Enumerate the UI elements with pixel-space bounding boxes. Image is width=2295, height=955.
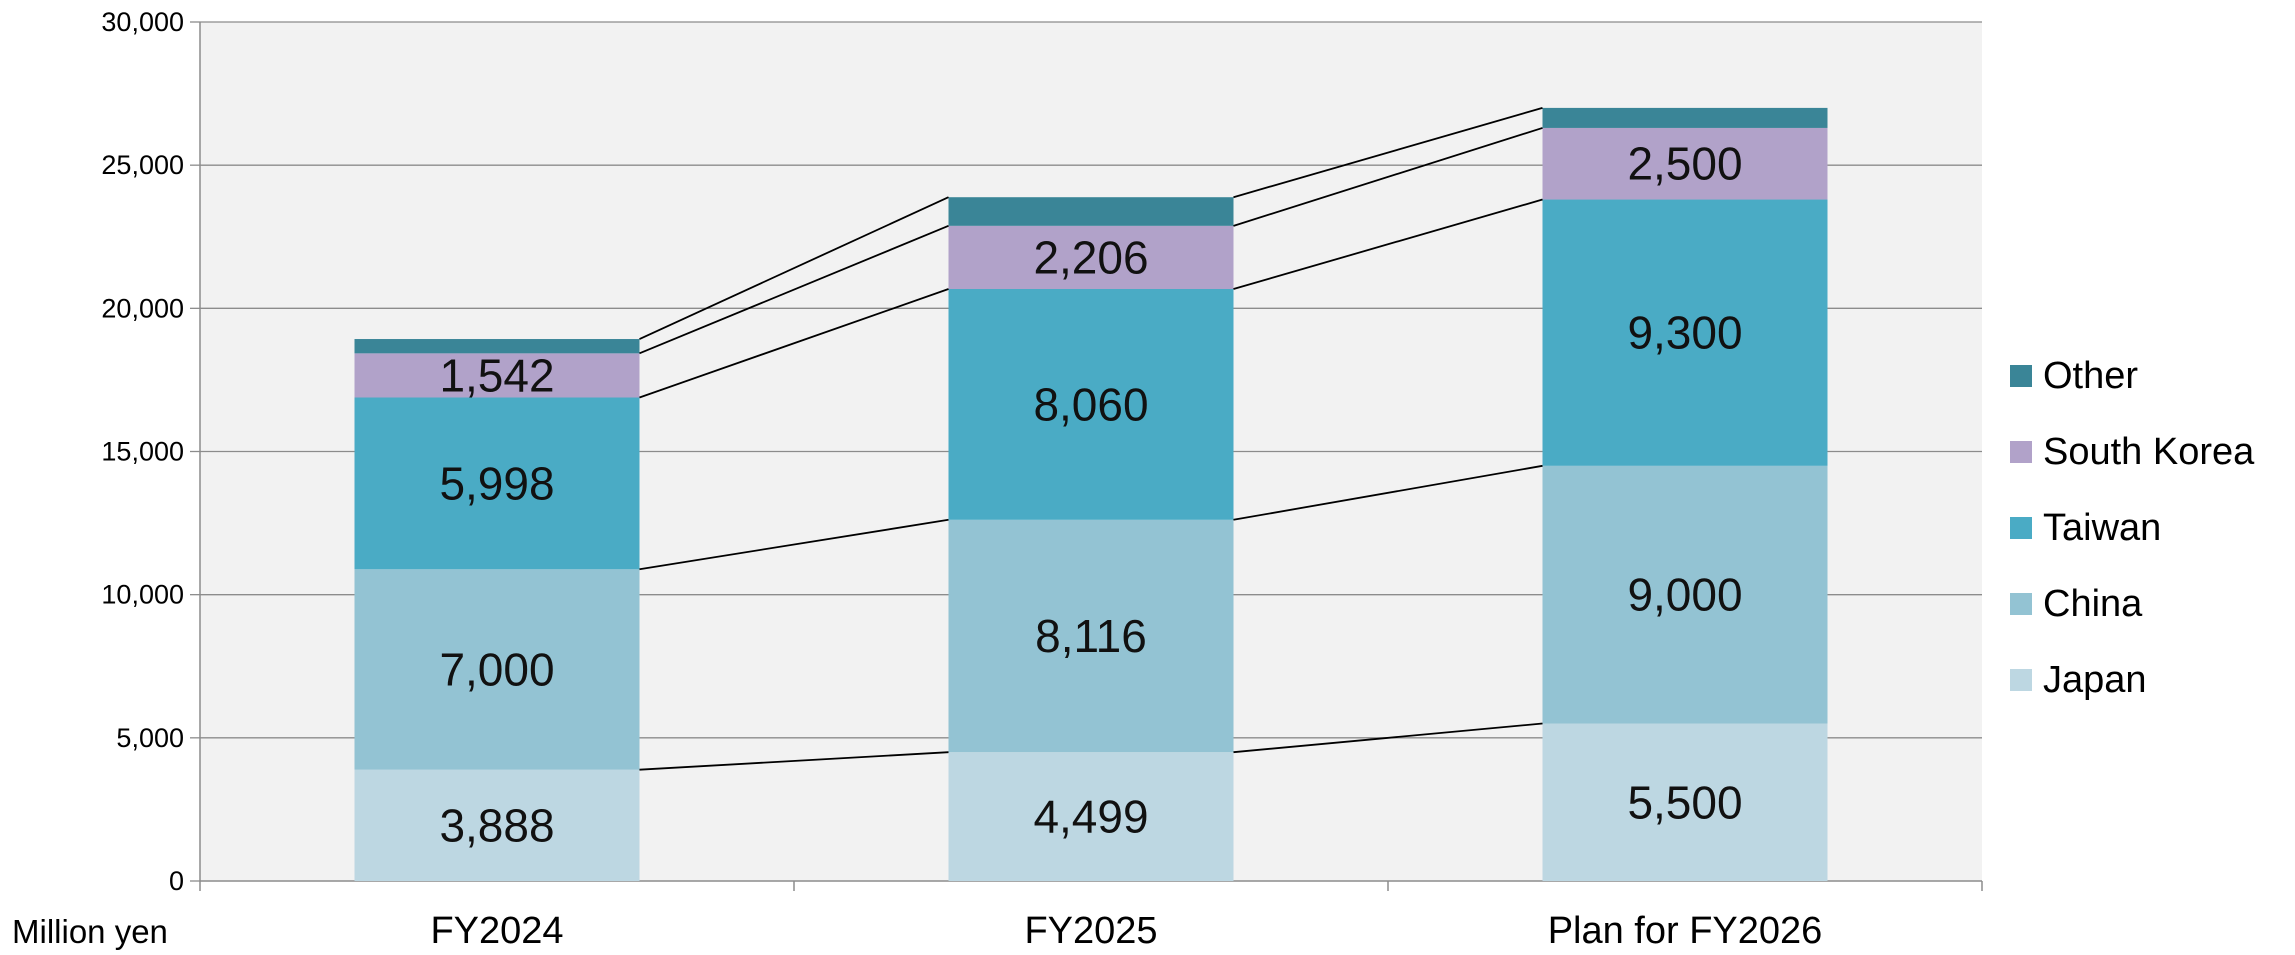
- data-label: 4,499: [1033, 791, 1148, 843]
- y-tick-label: 25,000: [101, 150, 184, 180]
- bar-segment-other: [354, 339, 640, 354]
- y-tick-label: 20,000: [101, 293, 184, 323]
- data-label: 5,500: [1627, 776, 1742, 828]
- data-label: 2,500: [1627, 138, 1742, 190]
- series-connector-line: [639, 288, 949, 399]
- data-label: 7,000: [439, 643, 554, 695]
- y-tick-label: 5,000: [116, 723, 184, 753]
- bar-segment-south-korea: [948, 225, 1234, 290]
- legend-swatch: [2010, 441, 2032, 463]
- y-tick-label: 15,000: [101, 437, 184, 467]
- series-connector-line: [639, 751, 949, 771]
- x-category-label: Plan for FY2026: [1548, 910, 1823, 950]
- data-label: 2,206: [1033, 231, 1148, 283]
- data-label: 8,060: [1033, 378, 1148, 430]
- legend-item-label: Taiwan: [2043, 507, 2161, 549]
- bar-segment-japan: [948, 752, 1234, 881]
- y-tick-label: 30,000: [101, 7, 184, 37]
- series-connector-line: [1233, 127, 1543, 227]
- bar-segment-taiwan: [948, 289, 1234, 520]
- data-label: 8,116: [1035, 610, 1147, 662]
- legend-item-label: South Korea: [2043, 431, 2255, 473]
- bar-segment-other: [948, 197, 1234, 226]
- legend-item-label: China: [2043, 583, 2143, 625]
- bar-segment-taiwan: [1542, 199, 1828, 466]
- legend-swatch: [2010, 593, 2032, 615]
- legend-item-label: Other: [2043, 355, 2138, 397]
- legend-swatch: [2010, 517, 2032, 539]
- unit-label: Million yen: [12, 913, 168, 950]
- legend-item-label: Japan: [2043, 659, 2147, 701]
- bar-segment-south-korea: [1542, 127, 1828, 200]
- y-tick-label: 10,000: [101, 580, 184, 610]
- series-connector-line: [639, 225, 949, 355]
- data-label: 9,300: [1627, 307, 1742, 359]
- series-connector-line: [1233, 464, 1543, 521]
- series-connector-line: [639, 196, 949, 340]
- series-connector-line: [1233, 107, 1543, 199]
- x-category-label: FY2025: [1024, 910, 1157, 950]
- bar-segment-south-korea: [354, 353, 640, 398]
- series-connector-line: [1233, 198, 1543, 290]
- bar-segment-china: [354, 569, 640, 770]
- bar-segment-taiwan: [354, 397, 640, 570]
- legend-swatch: [2010, 365, 2032, 387]
- bar-segment-japan: [1542, 723, 1828, 881]
- bar-segment-other: [1542, 107, 1828, 128]
- series-connector-line: [639, 518, 949, 571]
- data-label: 1,542: [439, 349, 554, 401]
- series-connector-line: [1233, 722, 1543, 754]
- bar-segment-japan: [354, 769, 640, 881]
- bar-segment-china: [948, 519, 1234, 753]
- bar-segment-china: [1542, 465, 1828, 724]
- y-tick-label: 0: [169, 866, 184, 896]
- data-label: 3,888: [439, 799, 554, 851]
- data-label: 5,998: [439, 457, 554, 509]
- data-label: 9,000: [1627, 569, 1742, 621]
- x-category-label: FY2024: [430, 910, 563, 950]
- legend-swatch: [2010, 669, 2032, 691]
